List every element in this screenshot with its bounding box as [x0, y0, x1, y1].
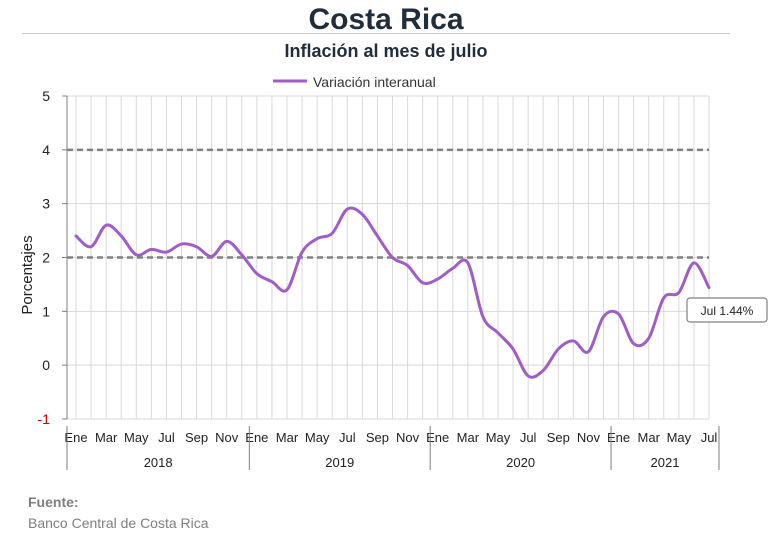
y-tick-label: 5	[42, 88, 50, 104]
x-tick-label: Jul	[701, 430, 718, 445]
x-tick-label: Mar	[276, 430, 299, 445]
x-tick-label: Sep	[547, 430, 570, 445]
x-tick-label: Mar	[638, 430, 661, 445]
chart-title: Costa Rica	[308, 3, 464, 36]
y-tick-label: 2	[42, 250, 50, 266]
chart-subtitle: Inflación al mes de julio	[284, 41, 488, 61]
legend-label: Variación interanual	[313, 74, 436, 90]
y-tick-label: -1	[38, 411, 51, 427]
last-value-callout: Jul 1.44%	[686, 297, 768, 323]
y-tick-label: 1	[42, 303, 50, 319]
x-tick-label: Nov	[215, 430, 239, 445]
series-line-variacion-interanual	[74, 206, 711, 379]
x-tick-label: Ene	[245, 430, 268, 445]
title-divider	[22, 33, 730, 34]
source-label: Fuente:	[28, 494, 79, 510]
reference-lines	[67, 148, 709, 259]
year-label: 2020	[506, 455, 535, 470]
year-label: 2019	[325, 455, 354, 470]
y-tick-label: 4	[42, 142, 50, 158]
y-axis-ticks: 5 4 3 2 1 0 -1	[38, 88, 67, 427]
x-tick-label: Jul	[158, 430, 175, 445]
year-label: 2018	[144, 455, 173, 470]
x-tick-label: Ene	[426, 430, 449, 445]
x-tick-label: May	[124, 430, 149, 445]
year-label: 2021	[651, 455, 680, 470]
y-tick-label: 0	[42, 357, 50, 373]
legend: Variación interanual	[273, 74, 436, 90]
y-axis-label: Porcentajes	[19, 235, 36, 314]
callout-box	[686, 297, 768, 323]
y-tick-label: 3	[42, 196, 50, 212]
source-text: Banco Central de Costa Rica	[28, 515, 209, 531]
x-tick-label: May	[305, 430, 330, 445]
x-tick-label: Nov	[396, 430, 420, 445]
x-tick-label: May	[486, 430, 511, 445]
x-tick-label: Nov	[577, 430, 601, 445]
x-tick-label: Mar	[95, 430, 118, 445]
x-tick-label: Sep	[185, 430, 208, 445]
x-tick-label: Sep	[366, 430, 389, 445]
x-tick-label: Mar	[457, 430, 480, 445]
x-tick-label: Jul	[339, 430, 356, 445]
x-tick-label: Ene	[64, 430, 87, 445]
x-tick-label: Jul	[520, 430, 537, 445]
callout-label: Jul 1.44%	[701, 304, 754, 318]
x-tick-label: Ene	[607, 430, 630, 445]
x-tick-label: May	[667, 430, 692, 445]
x-axis: Ene Mar May Jul Sep Nov Ene Mar May Jul Sep Nov Ene M…	[64, 426, 720, 470]
